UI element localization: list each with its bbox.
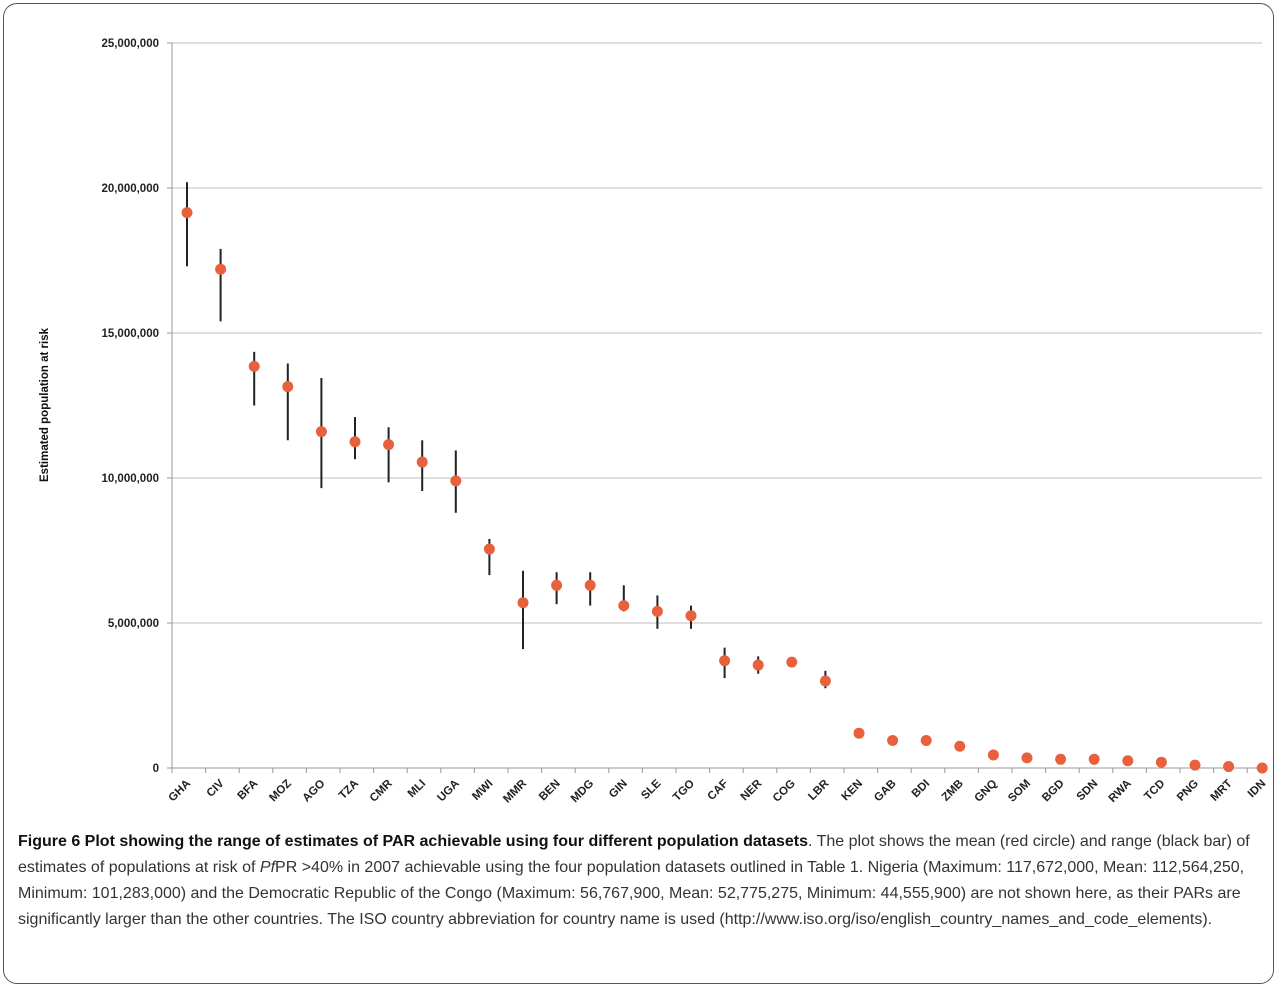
mean-points [181, 207, 1268, 774]
y-tick-labels: 0 5,000,000 10,000,000 15,000,000 20,000,000… [101, 38, 159, 775]
mean-point [651, 605, 663, 617]
x-tick-label: GNQ [973, 778, 1000, 805]
mean-point [752, 659, 764, 671]
mean-point [1088, 753, 1100, 765]
mean-point [383, 439, 395, 451]
mean-point [349, 436, 361, 448]
x-tick-label: TCD [1142, 778, 1167, 803]
mean-point [920, 734, 932, 746]
x-tick-label: ZMB [940, 778, 966, 804]
mean-point [282, 381, 294, 393]
caption-italic: Pf [259, 859, 276, 876]
x-tick-label: UGA [435, 778, 462, 805]
y-tick-label: 0 [153, 763, 159, 775]
mean-point [483, 543, 495, 555]
y-tick-label: 25,000,000 [101, 38, 159, 50]
x-tick-label: SDN [1075, 778, 1101, 804]
range-bars [186, 182, 827, 689]
mean-point [1122, 755, 1134, 767]
caption-text-2: PR >40% in 2007 achievable using the fou… [18, 859, 1245, 928]
x-tick-label: AGO [301, 778, 328, 805]
mean-point [954, 740, 966, 752]
mean-point [819, 675, 831, 687]
x-tick-label: BGD [1040, 778, 1067, 805]
mean-point [786, 656, 798, 668]
x-tick-label: GHA [167, 778, 194, 805]
caption-text-1: . The plot shows the mean (red circle) a… [18, 833, 1250, 876]
x-tick-label: LBR [806, 777, 832, 803]
y-tick-label: 5,000,000 [108, 618, 159, 630]
x-tick-label: GIN [607, 778, 630, 801]
x-tick-label: CAF [706, 778, 731, 803]
mean-point [215, 263, 227, 275]
x-tick-label: BDI [910, 778, 932, 800]
mean-point [719, 655, 731, 667]
mean-point [315, 426, 327, 438]
mean-point [618, 600, 630, 612]
x-tick-label: CIV [205, 777, 227, 799]
x-tick-label: TZA [337, 778, 361, 802]
x-tick-label: IDN [1246, 778, 1268, 800]
mean-point [551, 579, 563, 591]
mean-point [248, 360, 260, 372]
x-tick-label: MOZ [267, 778, 294, 805]
x-tick-label: MRT [1209, 778, 1235, 804]
mean-point [1189, 759, 1201, 771]
x-tick-label: SOM [1006, 778, 1033, 805]
mean-point [987, 749, 999, 761]
figure-caption: Figure 6 Plot showing the range of estim… [18, 829, 1268, 933]
x-tick-label: TGO [671, 778, 697, 804]
mean-point [1256, 762, 1268, 774]
mean-point [1223, 761, 1235, 773]
x-tick-label: MMR [501, 777, 529, 805]
x-tick-label: GAB [872, 778, 899, 805]
x-tick-label: CMR [368, 777, 395, 804]
x-tick-label: MLI [406, 778, 428, 800]
y-axis-title: Estimated population at risk [39, 327, 51, 482]
x-tick-label: KEN [839, 778, 865, 804]
y-tick-label: 20,000,000 [101, 183, 159, 195]
mean-point [1155, 756, 1167, 768]
mean-point [853, 727, 865, 739]
chart-svg: 0 5,000,000 10,000,000 15,000,000 20,000,000… [39, 38, 1269, 806]
x-tick-labels: GHA CIV BFA MOZ AGO TZA CMR MLI UGA MWI MMR BEN MDG G… [167, 777, 1269, 805]
axes [167, 42, 1262, 773]
x-tick-label: SLE [639, 777, 664, 802]
mean-point [450, 475, 462, 487]
mean-point [517, 597, 529, 609]
figure-frame [3, 3, 1274, 984]
mean-point [887, 734, 899, 746]
mean-point [685, 610, 697, 622]
x-tick-label: NER [739, 777, 765, 803]
mean-point [1055, 753, 1067, 765]
x-tick-label: MWI [470, 778, 495, 803]
x-tick-label: BFA [236, 778, 261, 803]
x-tick-label: COG [771, 778, 798, 805]
caption-title: Figure 6 Plot showing the range of estim… [18, 833, 809, 850]
mean-point [1021, 752, 1033, 764]
chart: 0 5,000,000 10,000,000 15,000,000 20,000,000… [39, 38, 1269, 806]
x-tick-label: PNG [1175, 778, 1201, 804]
x-tick-label: RWA [1107, 778, 1134, 805]
mean-point [584, 579, 596, 591]
y-tick-label: 10,000,000 [101, 473, 159, 485]
y-tick-label: 15,000,000 [101, 328, 159, 340]
mean-point [181, 207, 193, 219]
mean-point [416, 456, 428, 468]
x-tick-label: BEN [537, 778, 563, 804]
gridlines [172, 42, 1262, 624]
x-tick-label: MDG [569, 778, 596, 805]
